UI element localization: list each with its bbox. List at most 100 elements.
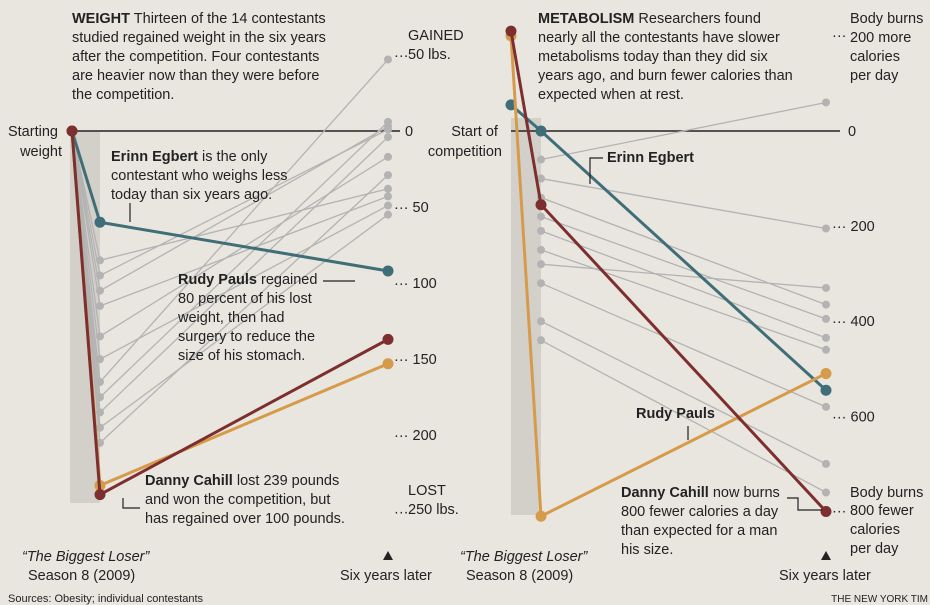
metabolism-contestant-point <box>822 402 830 411</box>
metabolism-contestant-point <box>537 155 545 164</box>
metabolism-point-rudy-pauls <box>535 510 547 522</box>
metabolism-intro-line: nearly all the contestants have slower <box>538 30 780 46</box>
weight-point-danny-cahill <box>66 125 78 137</box>
egbert-metabolism-annotation-name: Erinn Egbert <box>607 150 694 166</box>
weight-point-danny-cahill <box>382 333 394 345</box>
weight-six-years-marker <box>383 551 393 560</box>
weight-contestant-point <box>384 125 392 134</box>
metabolism-contestant-line <box>540 339 827 494</box>
metabolism-contestant-point <box>537 245 545 254</box>
metabolism-contestant-line <box>540 320 827 465</box>
metabolism-contestant-point <box>822 345 830 354</box>
metabolism-line-danny-cahill <box>509 30 828 513</box>
cahill-metabolism-annotation: Danny Cahill now burns 800 fewer calories… <box>621 485 780 558</box>
weight-point-erinn-egbert <box>382 265 394 277</box>
weight-contestant-point <box>384 184 392 193</box>
metabolism-heading: METABOLISM <box>538 11 634 27</box>
egbert-weight-annotation-name: Erinn Egbert <box>111 149 198 165</box>
weight-intro-line: the competition. <box>72 87 174 103</box>
weight-point-erinn-egbert <box>94 216 106 228</box>
metabolism-contestant-line <box>540 215 827 320</box>
metabolism-footer-right: Six years later <box>779 568 871 584</box>
metabolism-contestant-point <box>537 336 545 345</box>
pauls-weight-annotation-name: Rudy Pauls <box>178 272 257 288</box>
metabolism-contestant-point <box>537 174 545 183</box>
metabolism-point-rudy-pauls <box>820 368 832 380</box>
metabolism-contestant-line <box>540 263 827 289</box>
metabolism-contestant-line <box>540 249 827 351</box>
weight-top-tick-dots: ··· <box>394 48 409 64</box>
weight-contestant-point <box>96 301 104 310</box>
cahill-metabolism-leader <box>787 497 822 511</box>
weight-bottom-tick-dots: ··· <box>394 504 409 520</box>
metabolism-contestant-line <box>540 282 827 408</box>
weight-point-danny-cahill <box>94 489 106 501</box>
weight-intro-line: studied regained weight in the six years <box>72 30 326 46</box>
metabolism-intro-line: expected when at rest. <box>538 87 684 103</box>
weight-heading: WEIGHT <box>72 11 130 27</box>
weight-contestant-point <box>384 171 392 180</box>
credit-line: THE NEW YORK TIM <box>831 594 928 605</box>
metabolism-intro: METABOLISM Researchers found nearly all … <box>538 11 797 103</box>
weight-tick-label: ··· 50 <box>394 200 429 216</box>
weight-tick-label: ··· 200 <box>394 428 437 444</box>
metabolism-line-erinn-egbert <box>510 103 828 392</box>
metabolism-contestant-point <box>822 300 830 309</box>
metabolism-contestant-line <box>540 230 827 339</box>
egbert-weight-annotation: Erinn Egbert is the only contestant who w… <box>111 149 288 203</box>
metabolism-top-tick-dots: ··· <box>832 28 847 44</box>
metabolism-footer-season: Season 8 (2009) <box>466 568 573 584</box>
weight-contestant-point <box>384 152 392 161</box>
metabolism-axis-bottom-label: Body burns 800 fewer calories per day <box>850 485 927 557</box>
weight-contestant-point <box>384 133 392 142</box>
weight-tick-label: 0 <box>405 124 413 140</box>
metabolism-intro-line: metabolisms today than they did six <box>538 49 768 65</box>
metabolism-contestant-point <box>537 317 545 326</box>
metabolism-contestant-point <box>537 260 545 269</box>
metabolism-tick-label: 0 <box>848 124 856 140</box>
weight-contestant-point <box>96 423 104 432</box>
metabolism-contestant-point <box>537 226 545 235</box>
weight-point-rudy-pauls <box>382 358 394 370</box>
metabolism-contestant-point <box>537 212 545 221</box>
weight-tick-label: ··· 150 <box>394 352 437 368</box>
weight-contestant-point <box>96 271 104 280</box>
metabolism-axis-top-label: Body burns 200 more calories per day <box>850 11 927 84</box>
plot-layer <box>66 25 840 522</box>
label-layer: ··· 50 ··· 100 ··· 150 ··· 200 0 ··· ··· 0 ··· 2… <box>111 28 875 558</box>
metabolism-tick-label: ··· 200 <box>832 219 875 235</box>
weight-footer-title: “The Biggest Loser” <box>22 549 151 565</box>
metabolism-contestant-line <box>540 101 827 161</box>
weight-contestant-point <box>384 55 392 64</box>
metabolism-contestant-point <box>822 314 830 323</box>
weight-intro-line: after the competition. Four contestants <box>72 49 319 65</box>
weight-contestant-point <box>384 201 392 210</box>
cahill-weight-leader <box>122 498 140 509</box>
metabolism-point-erinn-egbert <box>535 125 547 137</box>
weight-footer-season: Season 8 (2009) <box>28 568 135 584</box>
metabolism-bottom-tick-dots: ··· <box>832 503 847 519</box>
metabolism-contestant-point <box>822 459 830 468</box>
weight-axis-top-label: GAINED 50 lbs. <box>408 28 468 63</box>
weight-intro-line: Thirteen of the 14 contestants <box>134 11 326 27</box>
metabolism-tick-label: ··· 400 <box>832 314 875 330</box>
metabolism-contestant-point <box>537 279 545 288</box>
cahill-weight-annotation-name: Danny Cahill <box>145 473 233 489</box>
weight-footer-right: Six years later <box>340 568 432 584</box>
sources-note: Sources: Obesity; individual contestants <box>8 593 204 605</box>
metabolism-intro-line: years ago, and burn fewer calories than <box>538 68 793 84</box>
metabolism-start-label: Start of competition <box>428 124 502 160</box>
metabolism-contestant-point <box>822 333 830 342</box>
pauls-metabolism-annotation-name: Rudy Pauls <box>636 406 715 422</box>
weight-contestant-point <box>96 256 104 265</box>
egbert-metabolism-annotation: Erinn Egbert <box>607 150 694 166</box>
metabolism-point-erinn-egbert <box>820 384 832 396</box>
pauls-metabolism-annotation: Rudy Pauls <box>636 406 715 422</box>
metabolism-point-danny-cahill <box>820 505 832 517</box>
metabolism-tick-label: ··· 600 <box>832 409 875 425</box>
cahill-metabolism-annotation-name: Danny Cahill <box>621 485 709 501</box>
metabolism-point-danny-cahill <box>505 25 517 37</box>
pauls-weight-annotation: Rudy Pauls regained 80 percent of his los… <box>177 272 317 364</box>
metabolism-intro-line: Researchers found <box>638 11 761 27</box>
